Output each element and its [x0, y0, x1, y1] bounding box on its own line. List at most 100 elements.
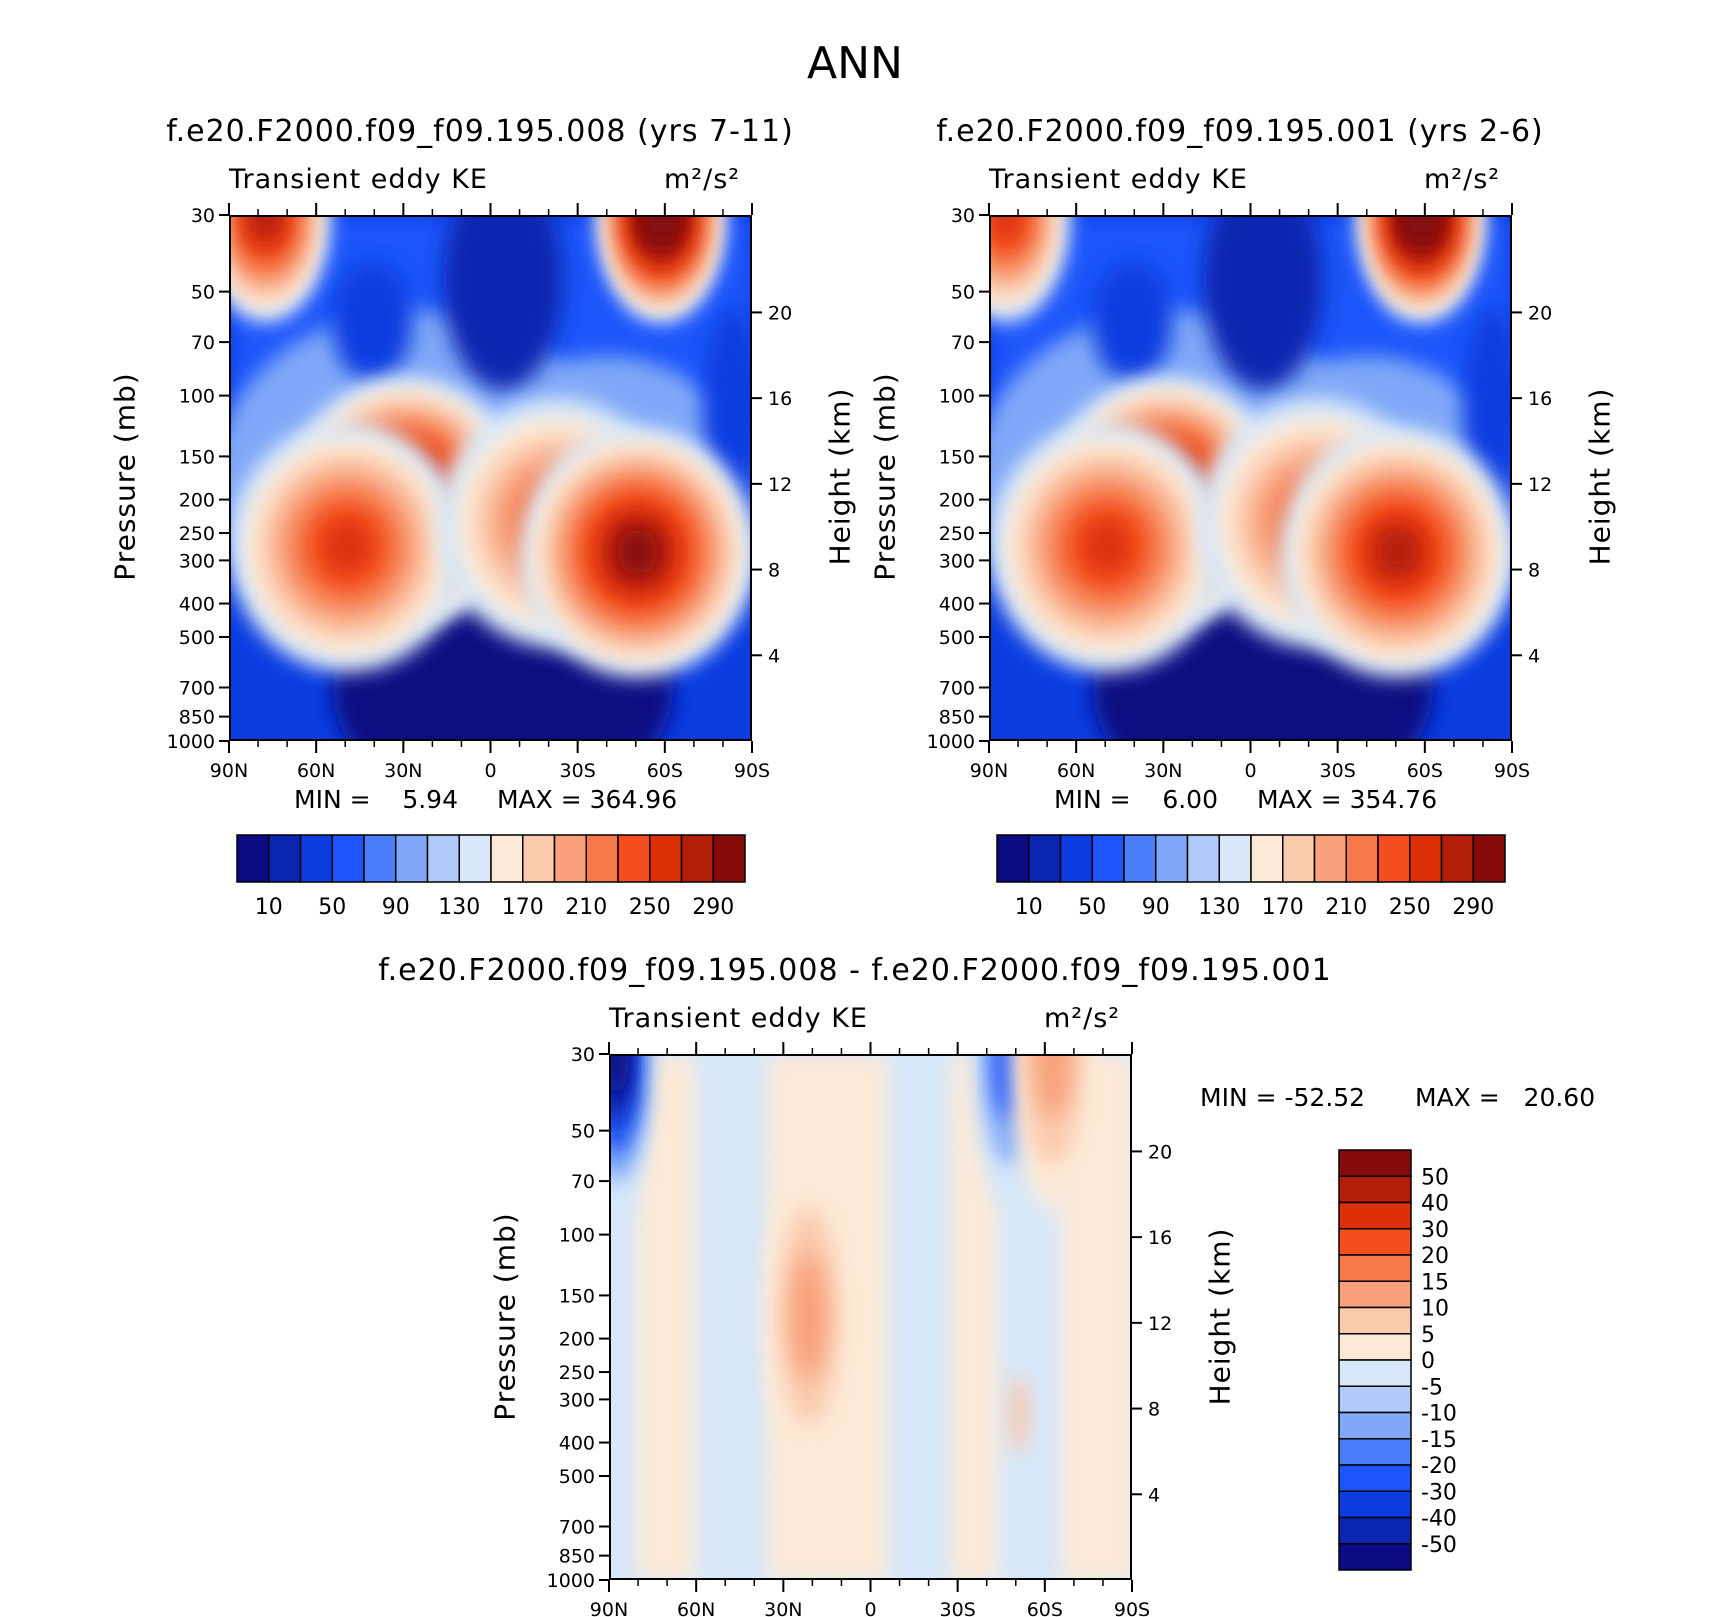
y-tick-label: 1000: [547, 1570, 595, 1592]
field-layer: [1092, 262, 1173, 383]
colorbar-swatch: [1338, 1333, 1412, 1361]
colorbar-swatch: [712, 834, 746, 883]
colorbar-label: 290: [692, 895, 734, 920]
colorbar-label: 0: [1421, 1349, 1435, 1374]
colorbar-label: 15: [1421, 1270, 1449, 1295]
y-right-tick-label: 4: [1148, 1484, 1160, 1506]
field-layer: [442, 217, 563, 391]
x-tick-label: 30N: [1144, 760, 1182, 782]
colorbar-label: 170: [502, 895, 544, 920]
colorbar-swatch: [1338, 1385, 1412, 1414]
y-tick-label: 150: [179, 446, 215, 468]
colorbar-label: 30: [1421, 1218, 1449, 1243]
y-tick-label: 500: [559, 1466, 595, 1488]
y-tick-label: 150: [559, 1285, 595, 1307]
x-tick-label: 0: [864, 1599, 876, 1617]
y-tick-label: 200: [179, 490, 215, 512]
field-contour: [250, 217, 281, 239]
x-tick-label: 30S: [940, 1599, 976, 1617]
colorbar-swatch: [1338, 1149, 1412, 1177]
y-tick-label: 30: [571, 1044, 595, 1066]
colorbar-label: 50: [318, 895, 346, 920]
colorbar-swatch: [1338, 1175, 1412, 1204]
panel3-contour-field: [611, 1056, 1130, 1578]
y-tick-label: 250: [939, 523, 975, 545]
y-tick-label: 300: [559, 1389, 595, 1411]
x-tick-label: 30S: [1320, 760, 1356, 782]
colorbar-label: -40: [1421, 1507, 1457, 1532]
y-tick-label: 1000: [167, 731, 215, 753]
y-right-tick-label: 8: [1148, 1399, 1160, 1421]
field-contour: [1376, 527, 1420, 577]
colorbar-swatch: [1059, 834, 1093, 883]
x-tick-label: 0: [1244, 760, 1256, 782]
x-tick-label: 60N: [677, 1599, 715, 1617]
field-contour: [637, 1056, 695, 1578]
colorbar-label: 90: [382, 895, 410, 920]
colorbar-swatch: [1338, 1306, 1412, 1335]
y-right-tick-label: 4: [768, 645, 780, 667]
y-tick-label: 250: [559, 1362, 595, 1384]
colorbar-label: 130: [1198, 895, 1240, 920]
y-tick-label: 150: [939, 446, 975, 468]
y-tick-label: 30: [191, 205, 215, 227]
field-contour: [790, 1254, 827, 1378]
colorbar-swatch: [996, 834, 1030, 883]
colorbar-label: 50: [1078, 895, 1106, 920]
field-layer: [1202, 217, 1323, 391]
y-tick-label: 50: [951, 282, 975, 304]
colorbar-label: 20: [1421, 1244, 1449, 1269]
panel1-field-label: Transient eddy KE: [229, 164, 488, 195]
colorbar-swatch: [553, 834, 587, 883]
colorbar-swatch: [1338, 1464, 1412, 1492]
y-tick-label: 500: [939, 627, 975, 649]
y-tick-label: 100: [179, 386, 215, 408]
colorbar-swatch: [299, 834, 333, 883]
y-tick-label: 850: [179, 707, 215, 729]
colorbar-label: 50: [1421, 1165, 1449, 1190]
y-right-tick-label: 8: [1528, 560, 1540, 582]
y-tick-label: 400: [939, 594, 975, 616]
colorbar-label: -30: [1421, 1480, 1457, 1505]
x-tick-label: 60S: [1027, 1599, 1063, 1617]
colorbar-label: 5: [1421, 1323, 1435, 1348]
colorbar-label: 290: [1452, 895, 1494, 920]
x-tick-label: 90S: [1494, 760, 1530, 782]
colorbar-label: 40: [1421, 1192, 1449, 1217]
colorbar-swatch: [1028, 834, 1062, 883]
colorbar-swatch: [1250, 834, 1284, 883]
page-title: ANN: [807, 38, 903, 89]
y-right-tick-label: 12: [1148, 1313, 1172, 1335]
y-tick-label: 400: [179, 594, 215, 616]
field-contour: [323, 520, 371, 574]
y-right-tick-label: 4: [1528, 645, 1540, 667]
colorbar-label: -50: [1421, 1533, 1457, 1558]
y-right-tick-label: 16: [1528, 388, 1552, 410]
x-tick-label: 90S: [1114, 1599, 1150, 1617]
colorbar-swatch: [1338, 1228, 1412, 1256]
y-tick-label: 400: [559, 1433, 595, 1455]
colorbar-label: 10: [1421, 1297, 1449, 1322]
panel3-title: f.e20.F2000.f09_f09.195.008 - f.e20.F200…: [378, 953, 1332, 988]
y-right-tick-label: 20: [1528, 302, 1552, 324]
y-tick-label: 30: [951, 205, 975, 227]
colorbar-swatch: [331, 834, 365, 883]
colorbar-swatch: [1313, 834, 1347, 883]
colorbar-swatch: [236, 834, 270, 883]
colorbar-swatch: [1338, 1516, 1412, 1545]
colorbar-swatch: [1338, 1280, 1412, 1309]
x-tick-label: 90N: [590, 1599, 628, 1617]
y-tick-label: 700: [559, 1516, 595, 1538]
panel3-max: MAX = 20.60: [1415, 1083, 1596, 1112]
colorbar-swatch: [268, 834, 302, 883]
colorbar-label: -10: [1421, 1402, 1457, 1427]
panel2-title: f.e20.F2000.f09_f09.195.001 (yrs 2-6): [936, 114, 1544, 149]
colorbar-swatch: [395, 834, 429, 883]
y-tick-label: 200: [559, 1329, 595, 1351]
colorbar-swatch: [426, 834, 460, 883]
colorbar-swatch: [1472, 834, 1506, 883]
panel1-units: m²/s²: [664, 164, 741, 195]
